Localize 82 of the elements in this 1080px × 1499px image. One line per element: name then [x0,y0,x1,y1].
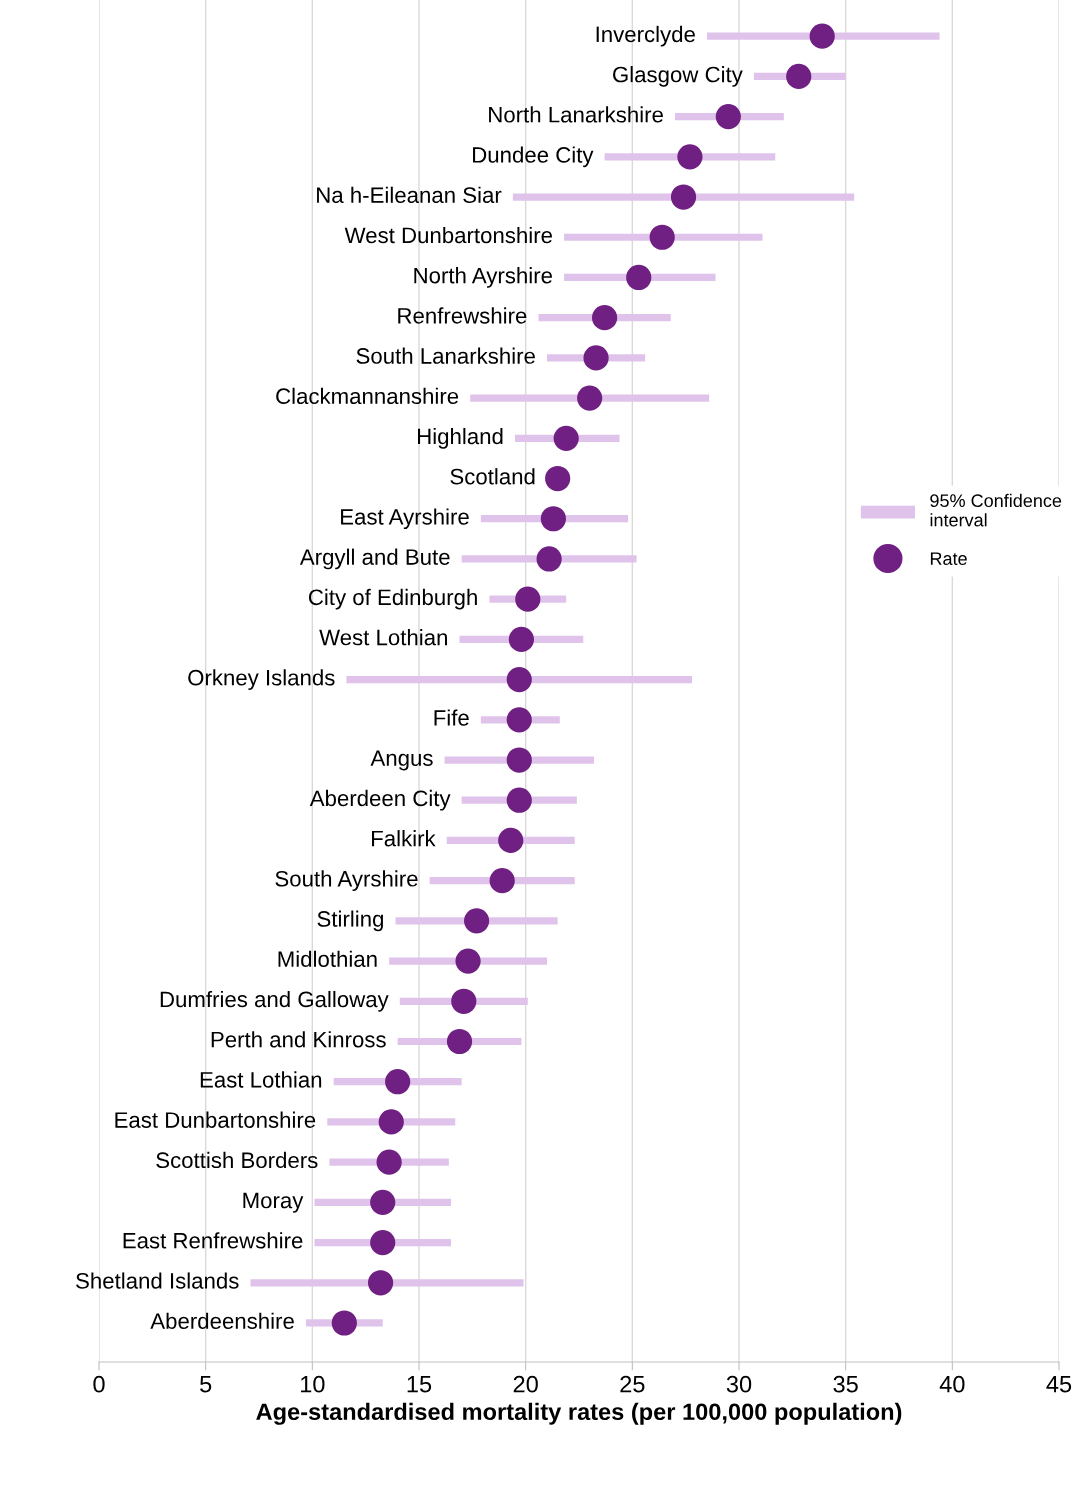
point [670,184,697,210]
point [508,626,535,652]
point [715,104,741,130]
y-tick-label: Midlothian [278,950,377,968]
point [385,1069,411,1095]
y-tick-label: Dumfries and Galloway [160,990,389,1012]
y-tick-label: Glasgow City [613,66,743,87]
y-tick-label: West Dunbartonshire [344,226,552,244]
y-tick-label: Aberdeen City [309,789,451,811]
point [536,546,562,572]
y-tick-label: Dundee City [473,146,594,168]
point [809,23,835,49]
y-tick-label: Renfrewshire [398,307,527,324]
y-tick-label: South Ayrshire [275,870,418,892]
x-tick-label: 15 [407,1376,432,1393]
y-tick-label: West Lothian [319,629,447,646]
point [451,988,477,1014]
y-tick-label: East Renfrewshire [123,1232,303,1249]
x-tick-label: 45 [1046,1376,1072,1393]
y-tick-label: Stirling [317,910,383,932]
y-tick-label: Na h-Eileanan Siar [317,186,502,204]
legend-label: Rate [930,552,967,565]
y-tick-label: Aberdeenshire [150,1312,294,1329]
point [506,747,532,773]
y-tick-label: East Ayrshire [341,508,469,530]
y-tick-label: City of Edinburgh [308,588,477,610]
point [367,1270,394,1296]
y-tick-label: Moray [243,1192,304,1213]
bar [346,675,693,684]
point [591,305,618,331]
point [489,868,515,894]
y-tick-label: Angus [370,750,433,771]
point [626,264,652,291]
point [455,948,481,974]
y-tick-label: Falkirk [372,830,436,847]
point [677,144,703,170]
point [540,506,567,532]
point [506,707,532,733]
point [446,1028,473,1055]
y-tick-label: Highland [418,427,503,449]
x-tick-label: 40 [939,1375,965,1393]
x-tick-label: 20 [513,1375,538,1393]
bar [470,394,710,402]
y-tick-label: East Lothian [200,1071,322,1088]
point [649,224,675,250]
x-tick-label: 30 [726,1375,752,1393]
y-tick-label: East Dunbartonshire [115,1111,316,1128]
point [463,908,490,934]
y-tick-label: Clackmannanshire [276,387,459,405]
y-tick-label: North Ayrshire [414,267,552,288]
point [577,385,603,411]
y-tick-label: Fife [434,709,469,726]
point [498,827,524,854]
point [378,1109,404,1135]
y-tick-label: Scottish Borders [156,1151,318,1169]
y-tick-label: Shetland Islands [76,1272,239,1289]
point [515,586,541,612]
x-tick-label: 0 [93,1375,105,1393]
point [583,345,609,371]
point [370,1229,396,1256]
point [786,63,812,90]
point [506,666,532,693]
point [553,425,579,451]
x-tick-label: 35 [833,1375,858,1393]
y-tick-label: Orkney Islands [188,669,335,690]
x-tick-label: 5 [200,1376,212,1393]
y-tick-label: Inverclyde [596,25,695,47]
y-tick-label: Argyll and Bute [299,548,450,570]
point [506,787,532,813]
x-axis-title: Age-standardised mortality rates (per 100,000 population) [256,1402,902,1425]
point [331,1310,357,1336]
bar [512,193,855,201]
point [376,1149,402,1175]
legend-label: 95% Confidence interval [930,493,1062,527]
y-tick-label: North Lanarkshire [489,106,663,123]
y-tick-label: South Lanarkshire [356,347,535,364]
point [545,465,571,492]
x-tick-label: 25 [620,1375,645,1393]
point [370,1189,396,1215]
y-tick-label: Perth and Kinross [211,1031,386,1048]
x-tick-label: 10 [301,1375,325,1393]
y-tick-label: Scotland [450,468,535,485]
